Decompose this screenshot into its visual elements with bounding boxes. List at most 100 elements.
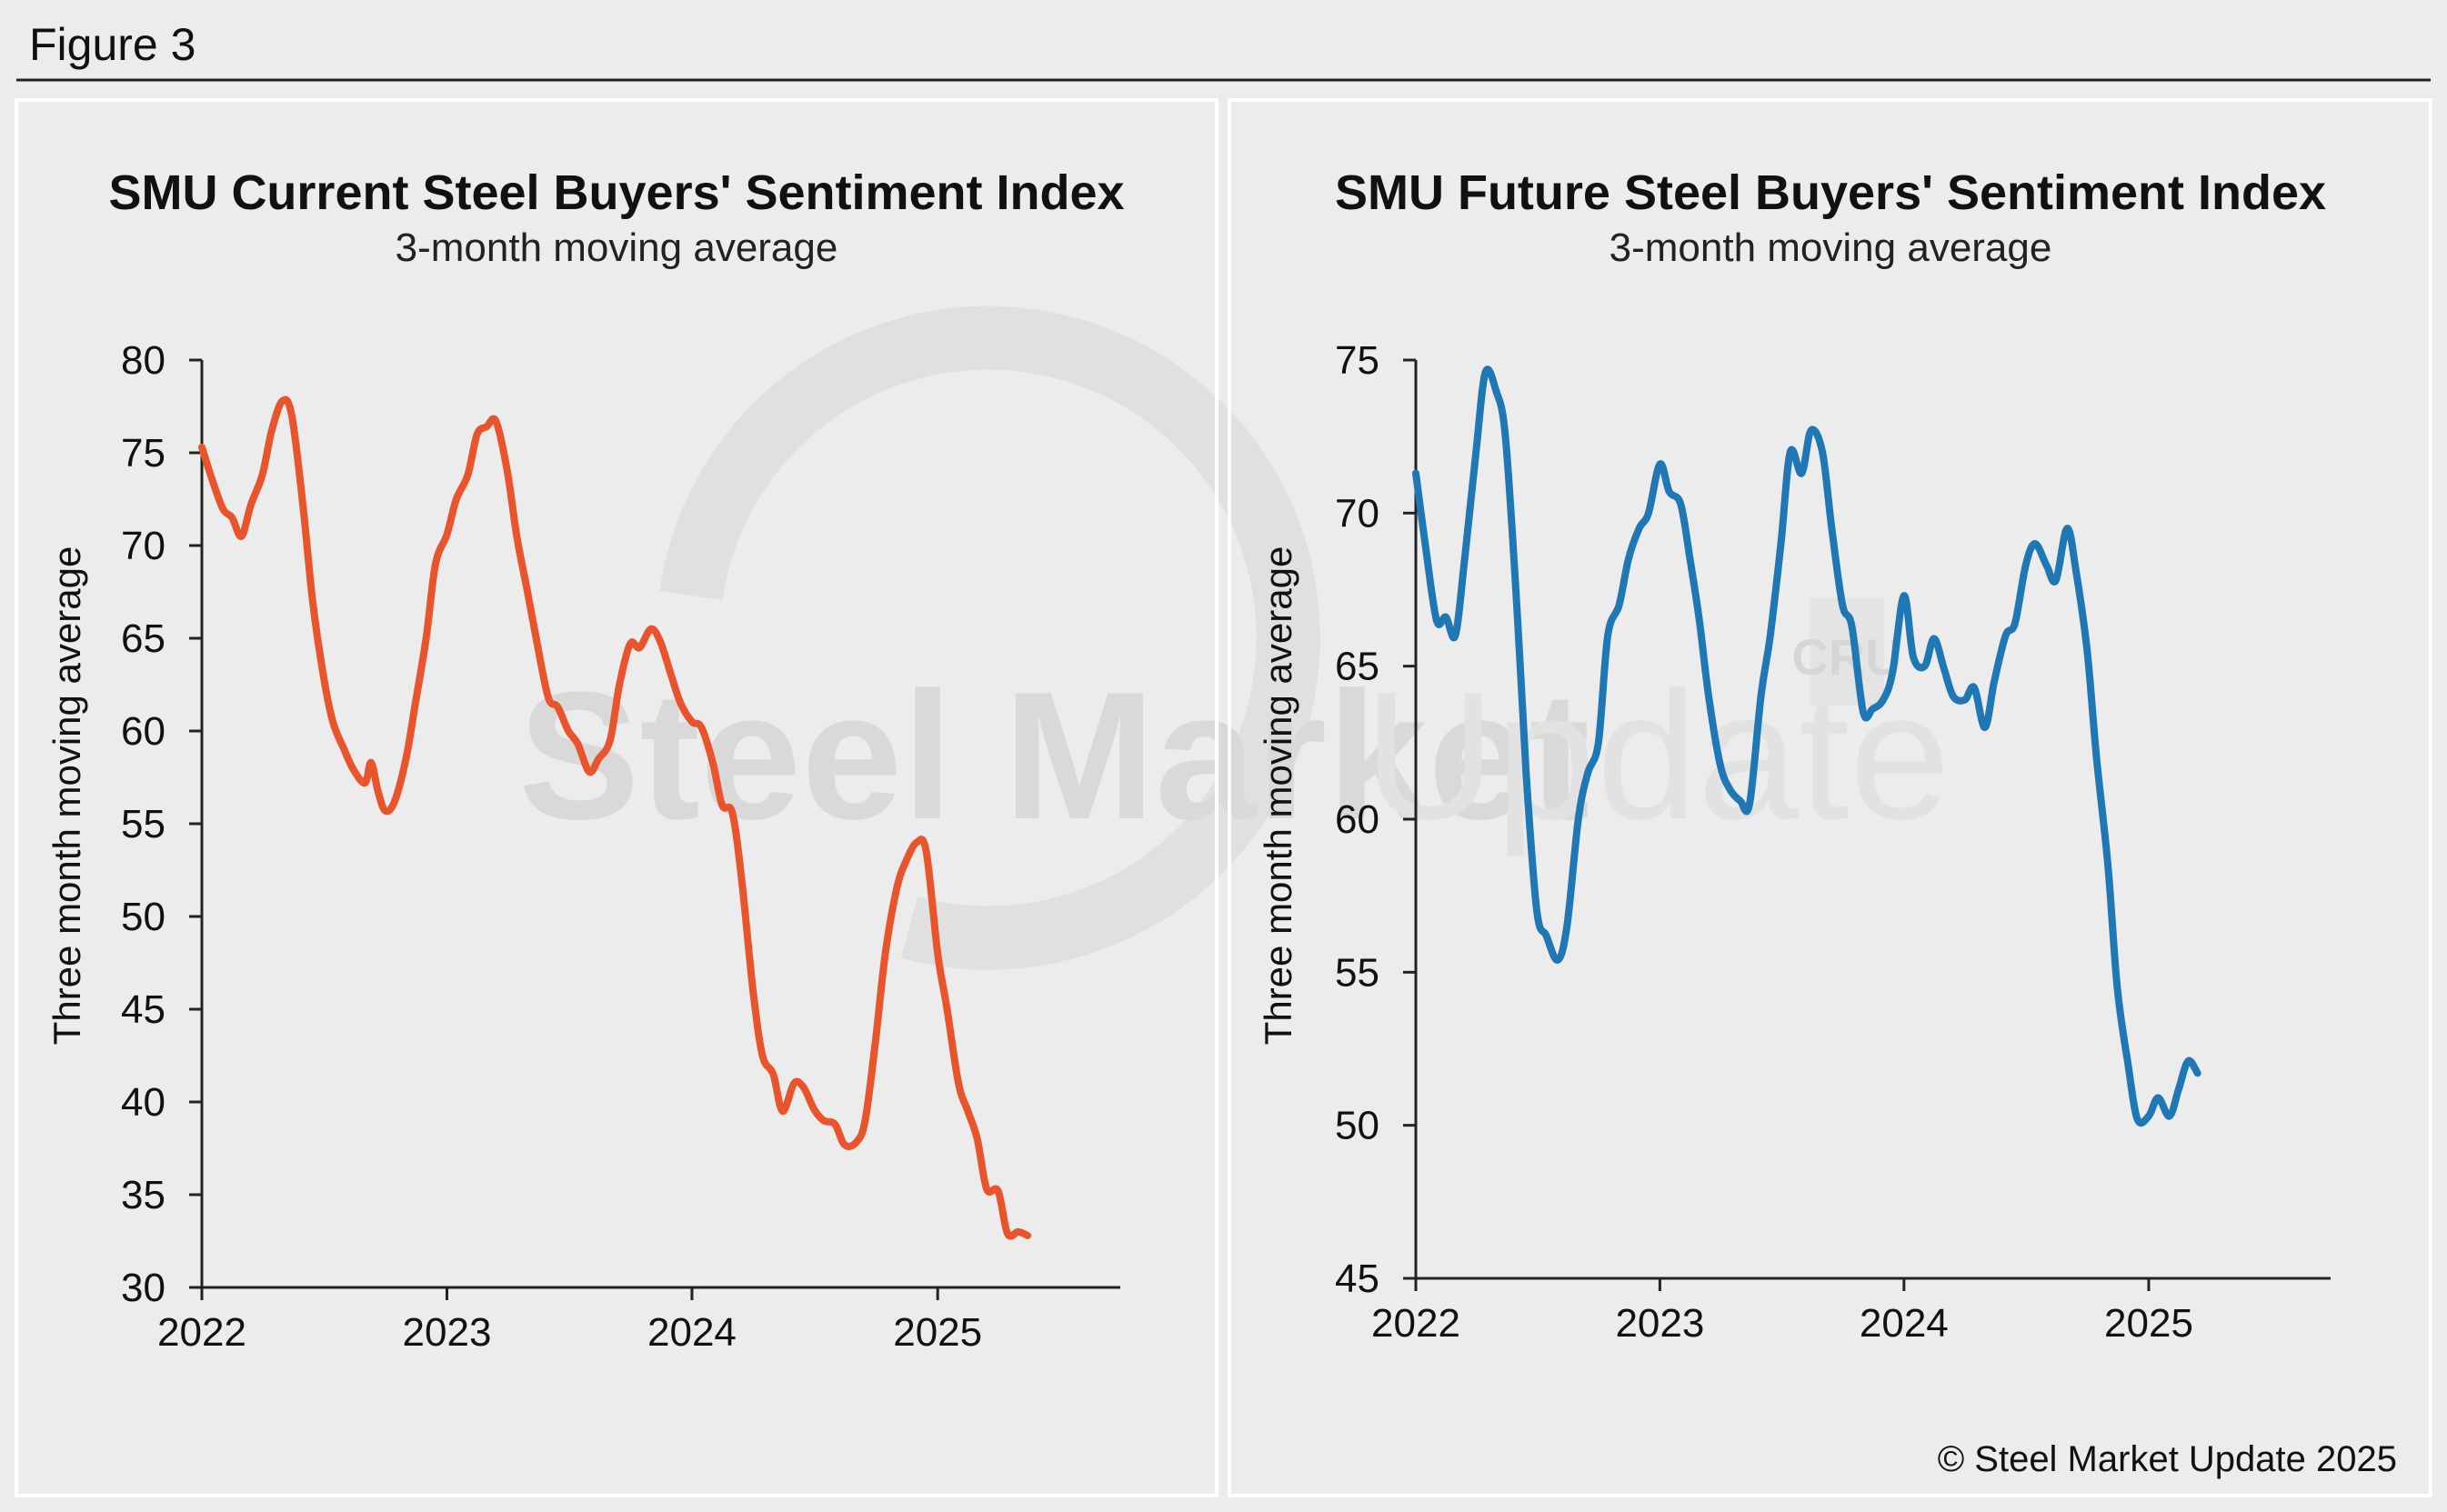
- x-tick-label: 2024: [1860, 1301, 1949, 1346]
- data-point: [555, 704, 561, 710]
- data-point: [1534, 908, 1540, 914]
- data-point: [1543, 932, 1549, 938]
- data-point: [1657, 461, 1663, 467]
- data-point: [1616, 602, 1622, 608]
- data-point: [330, 718, 336, 725]
- data-point: [1991, 678, 1998, 685]
- data-point: [587, 768, 592, 775]
- data-point: [546, 695, 551, 701]
- data-point: [1605, 633, 1611, 638]
- data-point: [1849, 623, 1855, 629]
- data-point: [1921, 663, 1928, 669]
- y-axis-label: Three month moving average: [45, 546, 88, 1046]
- data-point: [350, 766, 356, 773]
- y-tick-label: 75: [121, 431, 165, 476]
- data-point: [832, 1121, 838, 1127]
- data-point: [575, 741, 581, 747]
- data-point: [525, 589, 531, 595]
- data-point: [668, 672, 675, 678]
- data-point: [738, 876, 745, 883]
- data-point: [1482, 369, 1489, 375]
- data-point: [1025, 1232, 1031, 1238]
- copyright-credit: © Steel Market Update 2025: [1938, 1439, 2397, 1479]
- x-tick-label: 2024: [647, 1310, 737, 1355]
- data-point: [1575, 816, 1581, 822]
- y-tick-label: 65: [121, 616, 165, 661]
- data-point: [1625, 556, 1631, 562]
- data-point: [1890, 669, 1896, 676]
- data-point: [259, 472, 266, 478]
- data-point: [412, 700, 418, 706]
- data-point: [750, 987, 757, 994]
- data-point: [1787, 449, 1793, 455]
- x-tick-label: 2022: [1371, 1301, 1460, 1346]
- data-point: [375, 787, 381, 794]
- data-point: [1523, 770, 1529, 776]
- y-tick-label: 75: [1335, 338, 1379, 383]
- x-tick-label: 2022: [157, 1310, 246, 1355]
- figure-label: Figure 3: [29, 19, 196, 70]
- data-point: [1808, 427, 1814, 434]
- data-point: [1422, 541, 1429, 546]
- data-point: [637, 645, 643, 651]
- data-point: [368, 759, 375, 766]
- data-point: [617, 682, 623, 687]
- data-point: [956, 1080, 962, 1086]
- data-point: [627, 641, 633, 647]
- data-point: [709, 759, 716, 766]
- data-point: [1951, 694, 1957, 700]
- data-point: [1554, 956, 1560, 963]
- data-point: [465, 472, 471, 478]
- data-point: [2032, 541, 2038, 546]
- data-point: [2125, 1061, 2131, 1067]
- data-point: [484, 424, 489, 430]
- data-point: [698, 724, 705, 730]
- data-point: [1564, 923, 1570, 929]
- data-point: [1687, 556, 1693, 562]
- data-point: [689, 718, 695, 725]
- data-points: [199, 397, 1031, 1238]
- data-point: [534, 639, 540, 646]
- data-point: [1645, 510, 1651, 516]
- data-point: [1767, 633, 1773, 638]
- left-panel-frame: [15, 98, 1218, 1497]
- data-point: [2093, 755, 2100, 761]
- data-point: [1452, 633, 1459, 638]
- x-tick-label: 2023: [1615, 1301, 1704, 1346]
- data-point: [791, 1080, 797, 1086]
- data-point: [1443, 614, 1449, 620]
- data-point: [341, 746, 347, 753]
- data-point: [382, 807, 388, 814]
- data-point: [1747, 801, 1752, 807]
- y-tick-label: 55: [121, 802, 165, 846]
- data-point: [1981, 725, 1988, 730]
- data-point: [493, 418, 499, 425]
- data-point: [199, 444, 205, 450]
- data-point: [2073, 571, 2080, 577]
- data-point: [1005, 1230, 1010, 1237]
- watermark-arc: [659, 305, 1320, 970]
- data-point: [279, 397, 286, 404]
- data-point: [2064, 526, 2071, 532]
- data-point: [1961, 696, 1968, 703]
- data-point: [862, 1117, 868, 1124]
- series-line-future: [1412, 365, 2201, 1127]
- y-tick-label: 60: [121, 709, 165, 754]
- data-point: [309, 598, 316, 605]
- chart-title: SMU Future Steel Buyers' Sentiment Index: [1335, 165, 2326, 220]
- watermark-brand-bold: Steel Market: [518, 655, 1590, 857]
- data-point: [2052, 577, 2059, 584]
- data-point: [229, 515, 236, 521]
- data-point: [288, 413, 295, 419]
- y-tick-label: 60: [1335, 797, 1379, 842]
- data-point: [423, 636, 429, 641]
- data-point: [1666, 488, 1672, 495]
- data-point: [1778, 541, 1784, 546]
- data-point: [2134, 1116, 2141, 1122]
- data-point: [873, 1034, 879, 1040]
- data-point: [770, 1071, 777, 1077]
- data-point: [2146, 1113, 2151, 1119]
- data-point: [2084, 647, 2091, 654]
- data-point: [1971, 685, 1977, 691]
